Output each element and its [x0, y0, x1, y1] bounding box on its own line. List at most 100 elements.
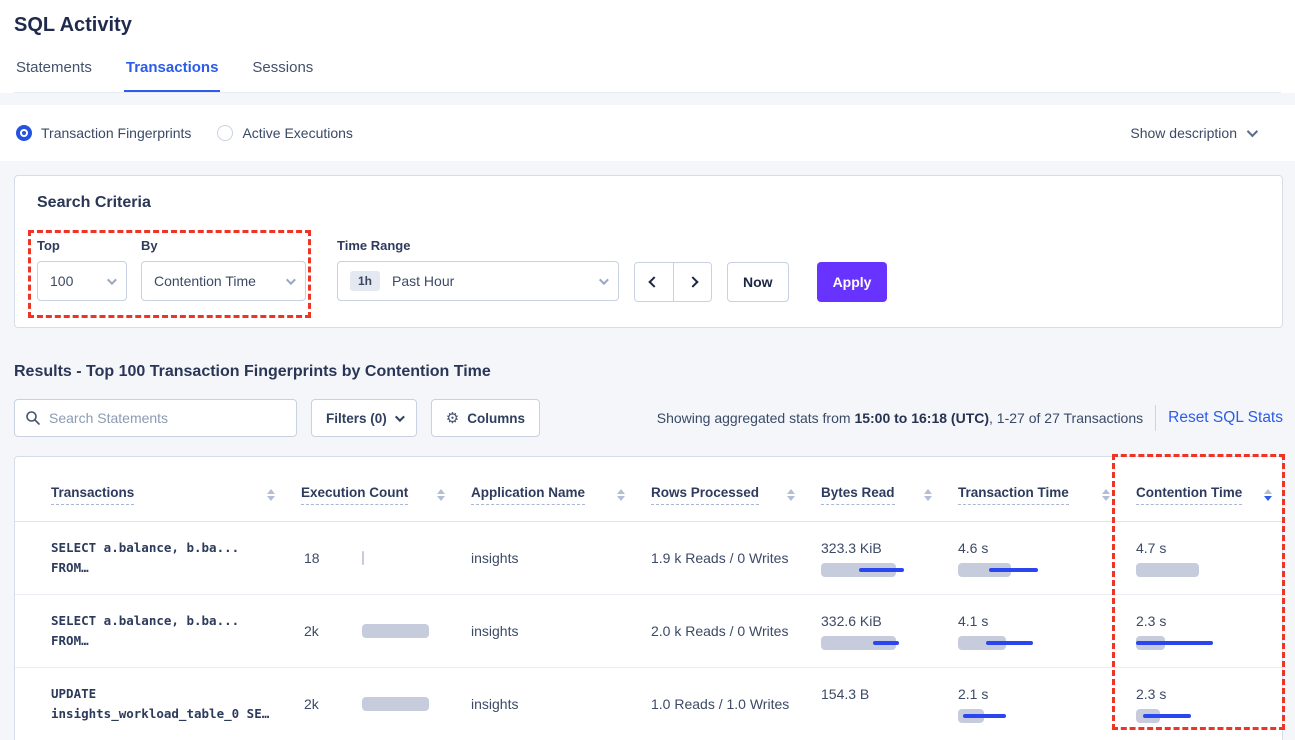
- contention-time-cell: 2.3 s: [1120, 595, 1282, 667]
- divider: [1155, 405, 1157, 431]
- columns-button[interactable]: ⚙ Columns: [430, 399, 540, 437]
- reset-sql-stats-link[interactable]: Reset SQL Stats: [1168, 409, 1283, 426]
- column-header-label[interactable]: Application Name: [471, 485, 586, 505]
- bar-gray-segment: [362, 624, 429, 638]
- filters-button[interactable]: Filters (0): [311, 399, 417, 437]
- contention-time-value: 4.7 s: [1136, 540, 1167, 556]
- bar-blue-line: [963, 714, 1006, 718]
- chevron-down-icon: [598, 274, 609, 285]
- bytes-read-bar: [821, 709, 932, 723]
- application-name-value: insights: [471, 623, 519, 639]
- column-header-label[interactable]: Transactions: [51, 485, 135, 505]
- sort-icon[interactable]: [1102, 489, 1110, 501]
- transaction-cell[interactable]: SELECT a.balance, b.ba... FROM…: [15, 595, 285, 667]
- apply-button[interactable]: Apply: [816, 262, 888, 302]
- tabbar: Statements Transactions Sessions: [14, 59, 1281, 93]
- transaction-cell[interactable]: UPDATE insights_workload_table_0 SE…: [15, 668, 285, 740]
- table-row: SELECT a.balance, b.ba... FROM… 18 insig…: [15, 522, 1282, 595]
- application-name-value: insights: [471, 550, 519, 566]
- query-line-2[interactable]: FROM…: [51, 560, 89, 575]
- contention-time-value: 2.3 s: [1136, 686, 1167, 702]
- transaction-time-value: 4.1 s: [958, 613, 989, 629]
- bar-gray-segment: [1136, 563, 1199, 577]
- bar-blue-line: [986, 641, 1033, 645]
- bar-blue-line: [989, 568, 1038, 572]
- table-column-header: Execution Count: [285, 457, 455, 521]
- sort-asc-arrow-icon: [267, 489, 275, 494]
- radio-selected-icon[interactable]: [16, 125, 32, 141]
- bar-gray-segment: [821, 563, 896, 577]
- radio-unselected-icon[interactable]: [217, 125, 234, 141]
- contention-time-value: 2.3 s: [1136, 613, 1167, 629]
- execution-count-bar: [362, 551, 442, 565]
- time-range-select[interactable]: 1h Past Hour: [337, 261, 619, 301]
- sort-desc-arrow-icon: [787, 496, 795, 501]
- column-header-label[interactable]: Rows Processed: [651, 485, 760, 505]
- tab-transactions[interactable]: Transactions: [123, 59, 221, 92]
- search-statements-box[interactable]: [14, 399, 297, 437]
- bytes-read-bar: [821, 636, 932, 650]
- sort-icon[interactable]: [1264, 489, 1272, 501]
- bar-gray-segment: [362, 697, 429, 711]
- sort-icon[interactable]: [617, 489, 625, 501]
- transaction-cell[interactable]: SELECT a.balance, b.ba... FROM…: [15, 522, 285, 594]
- sort-desc-arrow-icon: [617, 496, 625, 501]
- bytes-read-cell: 154.3 B: [805, 668, 942, 740]
- search-criteria-card: Search Criteria Top 100 By Contention Ti…: [14, 175, 1283, 328]
- query-line-1[interactable]: UPDATE: [51, 686, 97, 701]
- radio-active-executions[interactable]: Active Executions: [217, 125, 353, 141]
- page-title: SQL Activity: [14, 14, 132, 36]
- bar-blue-line: [873, 641, 899, 645]
- table-column-header: Rows Processed: [635, 457, 805, 521]
- query-line-1[interactable]: SELECT a.balance, b.ba...: [51, 540, 240, 555]
- query-line-2[interactable]: insights_workload_table_0 SE…: [51, 706, 270, 721]
- sort-asc-arrow-icon: [617, 489, 625, 494]
- time-next-button[interactable]: [673, 263, 711, 301]
- by-select[interactable]: Contention Time: [141, 261, 306, 301]
- show-description-label: Show description: [1130, 125, 1237, 141]
- by-field: By Contention Time: [141, 238, 306, 301]
- bar-blue-line: [859, 568, 904, 572]
- query-line-1[interactable]: SELECT a.balance, b.ba...: [51, 613, 240, 628]
- now-button[interactable]: Now: [727, 262, 789, 302]
- chevron-down-icon: [1246, 125, 1259, 138]
- transaction-time-bar: [958, 709, 1110, 723]
- bytes-read-value: 154.3 B: [821, 686, 870, 702]
- column-header-label[interactable]: Transaction Time: [958, 485, 1069, 505]
- column-header-label[interactable]: Execution Count: [301, 485, 409, 505]
- rows-processed-value: 1.0 Reads / 1.0 Writes: [651, 696, 790, 712]
- bytes-read-bar: [821, 563, 932, 577]
- search-statements-input[interactable]: [49, 410, 286, 426]
- sort-desc-arrow-icon: [1102, 496, 1110, 501]
- radio-transaction-fingerprints[interactable]: Transaction Fingerprints: [16, 125, 191, 141]
- time-prev-button[interactable]: [635, 263, 673, 301]
- column-header-label[interactable]: Bytes Read: [821, 485, 895, 505]
- table-column-header: Contention Time: [1120, 457, 1282, 521]
- application-name-cell: insights: [455, 595, 635, 667]
- contention-time-bar: [1136, 636, 1272, 650]
- sort-icon[interactable]: [924, 489, 932, 501]
- execution-count-value: 2k: [304, 696, 319, 712]
- sort-icon[interactable]: [787, 489, 795, 501]
- execution-count-cell: 2k: [285, 668, 455, 740]
- query-line-2[interactable]: FROM…: [51, 633, 89, 648]
- bytes-read-value: 323.3 KiB: [821, 540, 882, 556]
- rows-processed-value: 2.0 k Reads / 0 Writes: [651, 623, 789, 639]
- sort-icon[interactable]: [267, 489, 275, 501]
- column-header-label[interactable]: Contention Time: [1136, 485, 1243, 505]
- bytes-read-value: 332.6 KiB: [821, 613, 882, 629]
- time-nav-group: [634, 262, 712, 302]
- bar-gray-segment: [958, 636, 1006, 650]
- transaction-time-bar: [958, 636, 1110, 650]
- tab-sessions[interactable]: Sessions: [252, 59, 314, 76]
- sort-desc-arrow-icon: [437, 496, 445, 501]
- sort-desc-arrow-icon: [267, 496, 275, 501]
- bar-blue-line: [1143, 714, 1191, 718]
- execution-count-cell: 18: [285, 522, 455, 594]
- show-description-toggle[interactable]: Show description: [1130, 125, 1259, 141]
- tab-statements[interactable]: Statements: [16, 59, 92, 76]
- sort-icon[interactable]: [437, 489, 445, 501]
- top-select[interactable]: 100: [37, 261, 127, 301]
- table-row: UPDATE insights_workload_table_0 SE… 2k …: [15, 668, 1282, 740]
- contention-time-bar: [1136, 709, 1272, 723]
